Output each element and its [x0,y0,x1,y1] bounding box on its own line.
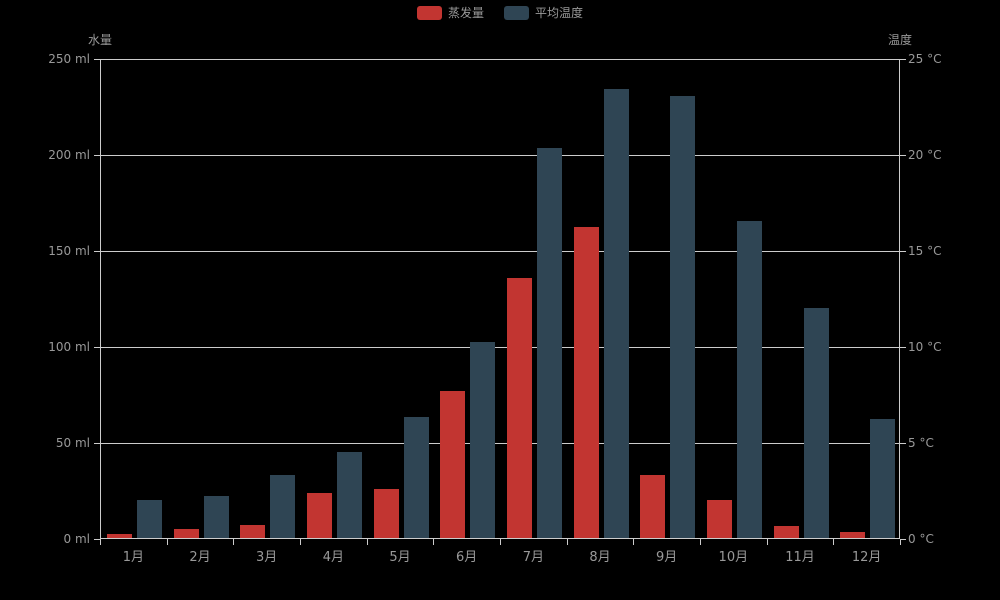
y-axis-label-left: 100 ml [48,340,90,354]
legend-label-temperature: 平均温度 [535,6,584,20]
y-axis-tick-right [900,347,906,348]
evaporation-bar[interactable] [173,528,199,538]
temperature-bar[interactable] [403,417,429,538]
x-axis-tick [700,539,701,545]
temperature-bar[interactable] [336,451,362,538]
temperature-bar[interactable] [470,342,496,538]
y-axis-tick-right [900,539,906,540]
temperature-bar[interactable] [203,495,229,538]
y-axis-tick-left [94,539,100,540]
legend-label-evaporation: 蒸发量 [447,6,484,20]
y-axis-tick-right [900,155,906,156]
y-axis-label-left: 150 ml [48,244,90,258]
legend-item-evaporation[interactable]: 蒸发量 [416,6,484,20]
evaporation-bar[interactable] [373,488,399,538]
evaporation-bar[interactable] [240,524,266,538]
temperature-bar[interactable] [603,88,629,538]
x-axis-tick [100,539,101,545]
evaporation-bar[interactable] [773,525,799,538]
x-axis-label: 3月 [256,550,278,565]
y-axis-label-left: 250 ml [48,52,90,66]
x-axis-label: 7月 [522,550,544,565]
temperature-bar[interactable] [870,418,896,538]
y-axis-tick-left [94,251,100,252]
y-axis-label-right: 25 °C [908,52,942,66]
x-axis-label: 2月 [189,550,211,565]
temperature-bar[interactable] [670,96,696,538]
x-axis-label: 6月 [456,550,478,565]
x-axis-tick [766,539,768,545]
legend-swatch-temperature [504,6,529,20]
x-axis-label: 4月 [322,550,344,565]
x-axis-tick [833,539,835,545]
evaporation-bar[interactable] [573,226,599,538]
y-axis-tick-left [94,443,100,444]
left-axis-name: 水量 [87,33,113,47]
evaporation-bar[interactable] [506,277,532,538]
y-axis-tick-left [94,59,100,60]
evaporation-bar[interactable] [106,534,132,538]
x-axis-tick [233,539,235,545]
y-axis-tick-left [94,155,100,156]
y-axis-label-left: 50 ml [55,436,90,450]
y-axis-label-right: 5 °C [908,436,934,450]
y-axis-label-right: 20 °C [908,148,942,162]
evaporation-bar[interactable] [440,390,466,538]
legend-item-temperature[interactable]: 平均温度 [504,6,583,20]
y-axis-label-right: 15 °C [908,244,942,258]
y-axis-label-right: 10 °C [908,340,942,354]
x-axis-label: 11月 [785,550,815,565]
x-axis-label: 9月 [656,550,678,565]
x-axis-label: 5月 [389,550,411,565]
temperature-bar[interactable] [536,148,562,538]
y-axis-tick-right [900,251,906,252]
x-axis-tick [900,539,901,545]
x-axis-tick [500,539,501,545]
temperature-bar[interactable] [736,221,762,538]
x-axis-label: 8月 [589,550,611,565]
y-axis-tick-right [900,59,906,60]
x-axis-tick [433,539,435,545]
legend-swatch-evaporation [416,6,442,20]
gridline [101,155,899,156]
gridline [101,251,899,252]
evaporation-bar[interactable] [306,493,332,538]
legend: 蒸发量 平均温度 [0,6,1000,20]
x-axis-tick [300,539,301,545]
y-axis-label-left: 200 ml [48,148,90,162]
y-axis-tick-right [900,443,906,444]
temperature-bar[interactable] [270,474,296,538]
temperature-bar[interactable] [136,499,162,538]
y-axis-tick-left [94,347,100,348]
evaporation-bar[interactable] [640,475,666,538]
y-axis-label-right: 0 °C [908,532,934,546]
x-axis-label: 10月 [718,550,749,565]
x-axis-tick [366,539,368,545]
plot-area [100,59,900,539]
right-axis-name: 温度 [887,33,913,47]
gridline [101,347,899,348]
evaporation-bar[interactable] [706,499,732,538]
temperature-bar[interactable] [803,307,829,538]
gridline [101,443,899,444]
x-axis-label: 12月 [851,550,882,565]
x-axis-tick [166,539,168,545]
y-axis-label-left: 0 ml [63,532,90,546]
x-axis-label: 1月 [122,550,144,565]
x-axis-tick [633,539,635,545]
evaporation-bar[interactable] [840,531,866,538]
x-axis-tick [566,539,568,545]
